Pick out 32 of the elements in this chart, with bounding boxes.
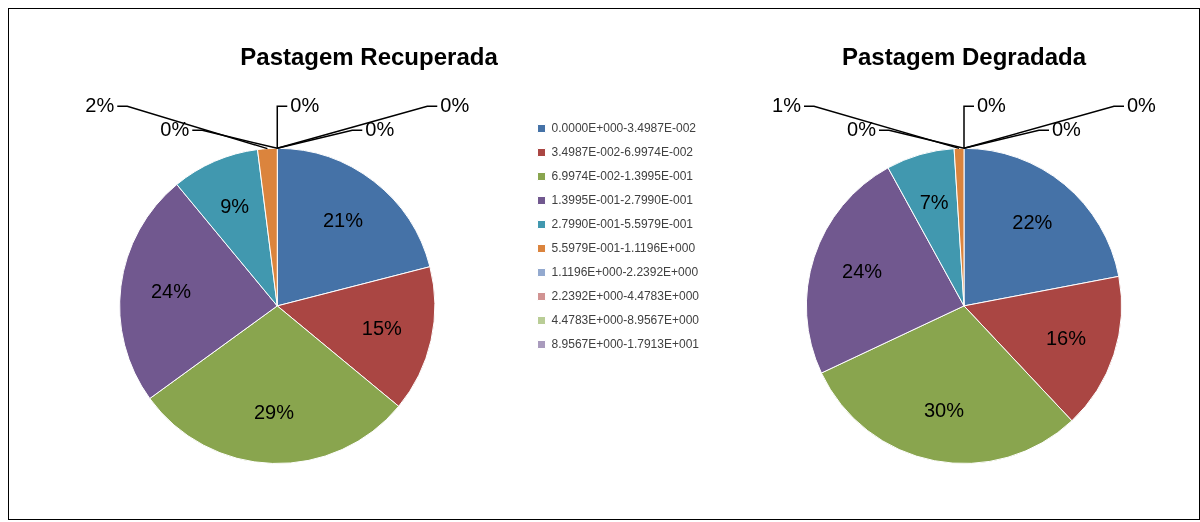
legend-label: 2.2392E+000-4.4783E+000 [551, 288, 700, 303]
text: 0% [440, 93, 470, 116]
legend-label: 1.1196E+000-2.2392E+000 [551, 264, 699, 279]
data-label: 29% [253, 400, 295, 423]
legend-label: 3.4987E-002-6.9974E-002 [551, 144, 694, 159]
text: 0% [1052, 117, 1081, 140]
legend-label: 4.4783E+000-8.9567E+000 [551, 312, 700, 327]
legend-label: 0.0000E+000-3.4987E-002 [551, 120, 697, 135]
data-label: 24% [842, 260, 883, 283]
data-label: 21% [322, 208, 364, 231]
legend-label: 8.9567E+000-1.7913E+001 [551, 336, 700, 351]
text: 0% [977, 93, 1006, 116]
data-label: 1% [772, 93, 802, 116]
data-label: 2% [85, 93, 115, 116]
data-label: 16% [1045, 326, 1087, 349]
text: 0% [365, 117, 395, 140]
data-label: 30% [923, 398, 965, 421]
chart-title: Pastagem Degradada [841, 43, 1087, 71]
data-label: 9% [220, 195, 250, 218]
text: 0% [160, 117, 190, 140]
text: 0% [1127, 93, 1156, 116]
legend-label: 5.5979E-001-1.1196E+000 [551, 240, 696, 255]
text: 0% [290, 93, 320, 116]
legend-label: 1.3995E-001-2.7990E-001 [551, 192, 694, 207]
legend-label: 2.7990E-001-5.5979E-001 [551, 216, 694, 231]
data-label: 24% [150, 279, 192, 302]
legend-label: 6.9974E-002-1.3995E-001 [551, 168, 694, 183]
data-label: 15% [361, 316, 403, 339]
text: 0% [847, 117, 876, 140]
chart-title: Pastagem Recuperada [240, 43, 499, 71]
data-label: 7% [919, 190, 949, 213]
data-label: 22% [1012, 210, 1053, 233]
